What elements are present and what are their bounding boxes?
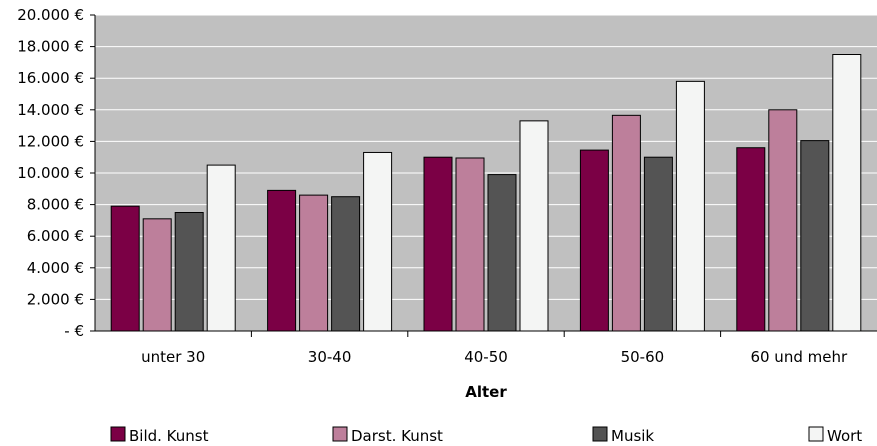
bar <box>768 109 798 332</box>
x-axis-ticks: unter 30 30-40 40-50 50-60 60 und mehr <box>141 331 848 366</box>
y-tick-label: 12.000 € <box>17 132 84 150</box>
bar <box>423 156 453 332</box>
x-tick-label: 40-50 <box>464 348 508 366</box>
legend: Bild. Kunst Darst. Kunst Musik Wort <box>110 426 862 445</box>
bar <box>455 157 485 332</box>
legend-swatch <box>110 426 126 442</box>
bar <box>736 147 766 332</box>
bars <box>110 54 862 332</box>
bar <box>487 174 517 332</box>
bar <box>331 196 361 332</box>
bar <box>800 140 830 332</box>
y-tick-label: 14.000 € <box>17 101 84 119</box>
legend-label: Darst. Kunst <box>351 427 443 445</box>
bar <box>206 164 236 332</box>
y-tick-label: - € <box>64 322 84 340</box>
y-tick-label: 20.000 € <box>17 6 84 24</box>
x-tick-label: 60 und mehr <box>750 348 848 366</box>
bar <box>832 54 862 332</box>
legend-swatch <box>592 426 608 442</box>
legend-label: Musik <box>611 427 654 445</box>
bar <box>267 189 297 332</box>
y-tick-label: 6.000 € <box>27 227 84 245</box>
legend-label: Wort <box>827 427 862 445</box>
bar <box>611 114 641 332</box>
legend-label: Bild. Kunst <box>129 427 209 445</box>
y-tick-label: 18.000 € <box>17 38 84 56</box>
y-tick-label: 16.000 € <box>17 69 84 87</box>
y-tick-label: 8.000 € <box>27 196 84 214</box>
bar <box>675 80 705 332</box>
y-tick-label: 4.000 € <box>27 259 84 277</box>
x-tick-label: 50-60 <box>621 348 665 366</box>
x-tick-label: unter 30 <box>141 348 205 366</box>
bar <box>363 151 393 332</box>
legend-swatch <box>808 426 824 442</box>
bar <box>519 120 549 332</box>
legend-swatch <box>332 426 348 442</box>
bar <box>174 212 204 332</box>
bar <box>299 194 329 332</box>
y-tick-label: 2.000 € <box>27 290 84 308</box>
y-axis-ticks: - € 2.000 € 4.000 € 6.000 € 8.000 € 10.000 € 1… <box>17 6 95 340</box>
bar <box>110 205 140 332</box>
x-tick-label: 30-40 <box>308 348 352 366</box>
x-axis-label: Alter <box>465 383 507 401</box>
bar <box>142 218 172 332</box>
y-tick-label: 10.000 € <box>17 164 84 182</box>
bar <box>579 149 609 332</box>
bar <box>643 156 673 332</box>
